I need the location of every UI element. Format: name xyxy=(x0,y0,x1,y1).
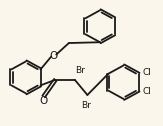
Text: Cl: Cl xyxy=(143,69,151,77)
Text: Br: Br xyxy=(76,67,85,75)
Text: O: O xyxy=(50,51,58,61)
Text: O: O xyxy=(39,96,48,106)
Text: Br: Br xyxy=(81,101,91,110)
Text: Cl: Cl xyxy=(143,87,151,96)
